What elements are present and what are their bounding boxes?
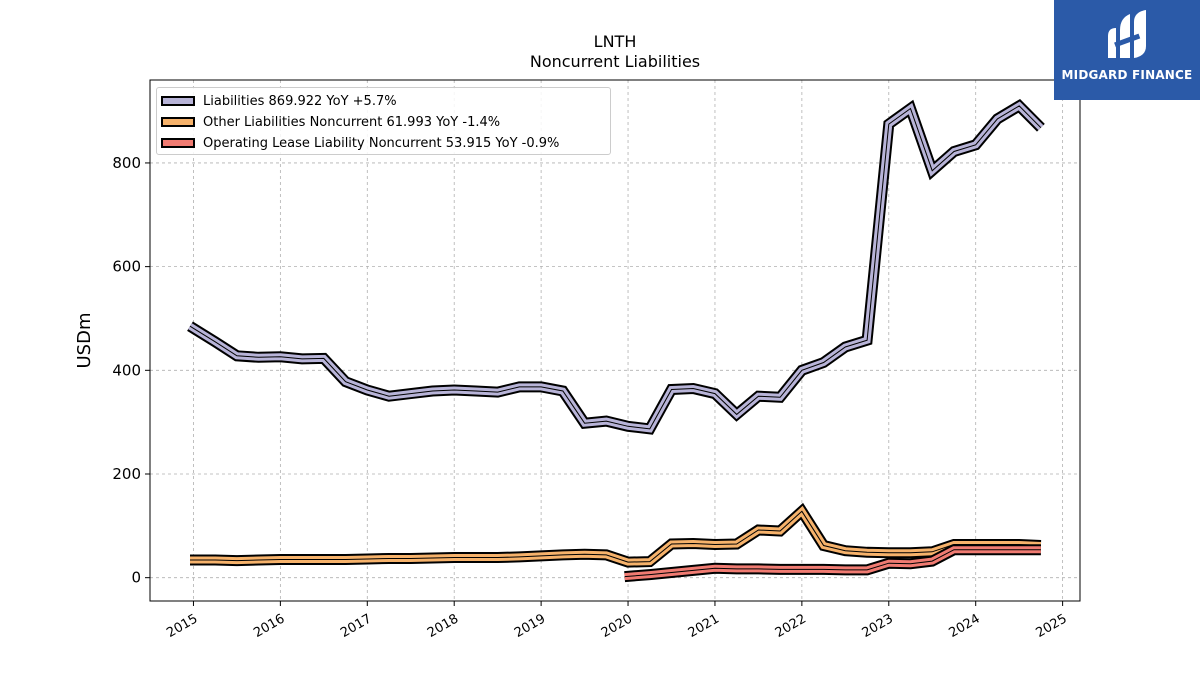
x-tick-label: 2018 (425, 611, 461, 641)
series-centerline (624, 549, 1041, 578)
series-other-liabilities (190, 502, 1042, 568)
legend-swatch-other-liabilities (161, 117, 195, 127)
x-tick-label: 2016 (251, 611, 287, 641)
x-tick-label: 2022 (773, 611, 809, 641)
legend-item-other-liabilities: Other Liabilities Noncurrent 61.993 YoY … (157, 112, 500, 132)
legend-swatch-liabilities (161, 96, 195, 106)
x-tick-label: 2021 (686, 611, 722, 641)
x-tick-label: 2020 (599, 611, 635, 641)
series-layer (187, 98, 1045, 583)
legend-swatch-operating-lease (161, 138, 195, 148)
midgard-logo-icon (1108, 10, 1146, 58)
y-tick-label: 800 (112, 154, 141, 172)
plot-frame (149, 79, 1081, 602)
legend-item-liabilities: Liabilities 869.922 YoY +5.7% (157, 91, 397, 111)
logo-brand-text: MIDGARD FINANCE (1061, 68, 1193, 82)
x-tick-label: 2023 (860, 611, 896, 641)
legend-label-operating-lease: Operating Lease Liability Noncurrent 53.… (203, 135, 560, 151)
legend-label-liabilities: Liabilities 869.922 YoY +5.7% (203, 93, 397, 109)
y-tick-label: 400 (112, 361, 141, 379)
series-liabilities (187, 98, 1045, 435)
series-centerline (189, 105, 1042, 430)
y-tick-label: 600 (112, 258, 141, 276)
midgard-finance-logo: MIDGARD FINANCE (1054, 0, 1200, 100)
legend: Liabilities 869.922 YoY +5.7% Other Liab… (156, 87, 611, 155)
legend-label-other-liabilities: Other Liabilities Noncurrent 61.993 YoY … (203, 114, 501, 130)
x-tick-label: 2025 (1033, 611, 1069, 641)
x-tick-label: 2019 (512, 611, 548, 641)
x-tick-label: 2024 (947, 611, 983, 641)
series-centerline (190, 510, 1041, 563)
x-tick-label: 2017 (338, 611, 374, 641)
chart-subtitle: Noncurrent Liabilities (529, 52, 701, 71)
y-tick-label: 200 (112, 465, 141, 483)
legend-item-operating-lease: Operating Lease Liability Noncurrent 53.… (157, 133, 559, 153)
y-tick-label: 0 (131, 569, 141, 587)
chart-title: LNTH (593, 32, 637, 51)
series-operating-lease (624, 544, 1041, 583)
x-tick-label: 2015 (164, 611, 200, 641)
y-axis-label: USDm (74, 313, 95, 369)
